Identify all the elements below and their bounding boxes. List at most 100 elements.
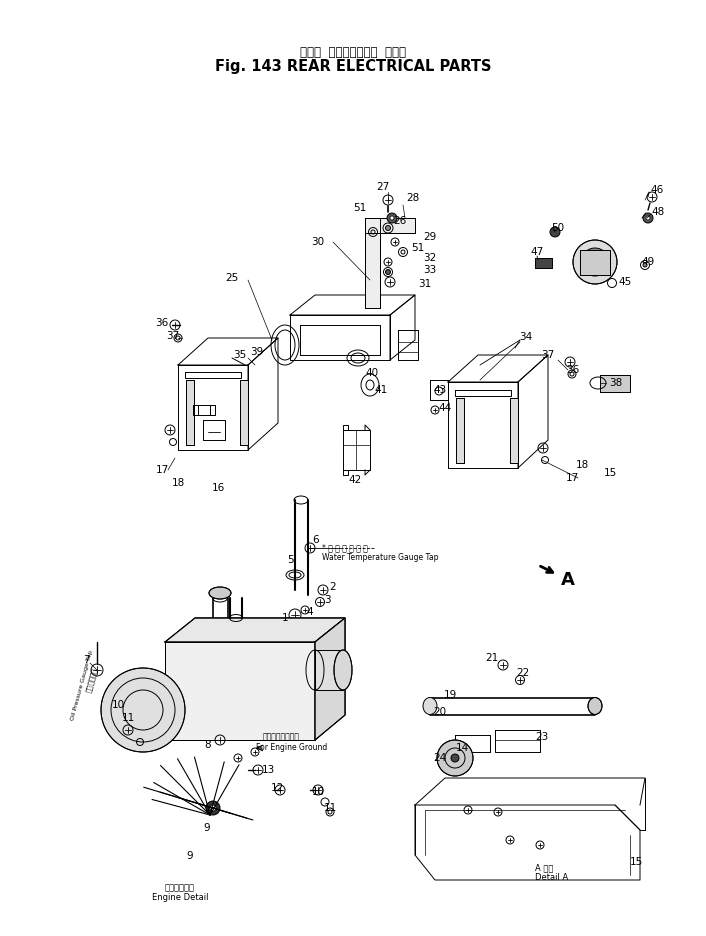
Circle shape xyxy=(581,248,609,276)
Text: 41: 41 xyxy=(374,385,388,395)
Text: 30: 30 xyxy=(311,237,325,247)
Polygon shape xyxy=(510,398,518,463)
Text: 46: 46 xyxy=(650,185,664,195)
Circle shape xyxy=(385,226,390,230)
Text: 17: 17 xyxy=(155,465,169,475)
Text: 27: 27 xyxy=(376,182,390,192)
Text: 2: 2 xyxy=(330,582,336,592)
Text: 20: 20 xyxy=(433,707,447,717)
Ellipse shape xyxy=(588,697,602,714)
Polygon shape xyxy=(580,250,610,275)
Text: 37: 37 xyxy=(167,331,179,341)
Circle shape xyxy=(573,240,617,284)
Text: 15: 15 xyxy=(629,857,642,867)
Text: Engine Detail: Engine Detail xyxy=(152,894,208,902)
Text: 32: 32 xyxy=(424,253,436,263)
Text: 15: 15 xyxy=(604,468,616,478)
Text: 28: 28 xyxy=(407,193,419,203)
Text: 34: 34 xyxy=(520,332,532,342)
Polygon shape xyxy=(165,618,345,642)
Ellipse shape xyxy=(334,650,352,690)
Polygon shape xyxy=(600,375,630,392)
Text: 43: 43 xyxy=(433,385,447,395)
Text: 49: 49 xyxy=(641,257,654,267)
Circle shape xyxy=(437,740,473,776)
Circle shape xyxy=(550,227,560,237)
Text: 7: 7 xyxy=(83,655,90,665)
Text: Water Temperature Gauge Tap: Water Temperature Gauge Tap xyxy=(322,553,438,563)
Text: 48: 48 xyxy=(652,207,664,217)
Text: 40: 40 xyxy=(366,368,378,378)
Text: 39: 39 xyxy=(251,347,263,357)
Text: 42: 42 xyxy=(348,475,361,485)
Text: 5: 5 xyxy=(287,555,294,565)
Text: エンジン詳細: エンジン詳細 xyxy=(165,884,195,893)
Text: 油圧計対出口: 油圧計対出口 xyxy=(85,666,99,694)
Text: エンジンアース用: エンジンアース用 xyxy=(263,733,300,741)
Circle shape xyxy=(587,254,603,270)
Circle shape xyxy=(643,213,653,223)
Text: 37: 37 xyxy=(542,350,555,360)
Text: For Engine Ground: For Engine Ground xyxy=(256,743,328,753)
Text: A 詳細: A 詳細 xyxy=(535,864,554,872)
Text: 36: 36 xyxy=(566,365,580,375)
Polygon shape xyxy=(456,398,464,463)
Circle shape xyxy=(385,270,390,274)
Text: 38: 38 xyxy=(609,378,623,388)
Polygon shape xyxy=(535,258,552,268)
Text: Detail A: Detail A xyxy=(535,873,568,883)
Circle shape xyxy=(451,754,459,762)
Text: 17: 17 xyxy=(566,473,579,483)
Text: 10: 10 xyxy=(311,787,325,797)
Text: 8: 8 xyxy=(205,740,211,750)
Text: 3: 3 xyxy=(323,595,330,605)
Text: A: A xyxy=(561,571,575,589)
Text: 25: 25 xyxy=(225,273,239,283)
Text: 31: 31 xyxy=(419,279,431,289)
Ellipse shape xyxy=(209,587,231,599)
Text: 24: 24 xyxy=(433,753,447,763)
Text: 23: 23 xyxy=(535,732,549,742)
Text: 11: 11 xyxy=(121,713,135,723)
Text: リヤー  エレクトリカル  パーツ: リヤー エレクトリカル パーツ xyxy=(300,46,406,58)
Text: 44: 44 xyxy=(438,403,452,413)
Polygon shape xyxy=(240,380,248,445)
Text: 51: 51 xyxy=(412,243,424,253)
Text: 29: 29 xyxy=(424,232,436,242)
Bar xyxy=(315,650,343,690)
Ellipse shape xyxy=(423,697,437,714)
Text: 26: 26 xyxy=(393,216,407,226)
Text: 35: 35 xyxy=(234,350,246,360)
Text: * 水 温 計 対 出 口: * 水 温 計 対 出 口 xyxy=(322,544,368,552)
Text: 16: 16 xyxy=(211,483,225,493)
Polygon shape xyxy=(365,218,415,233)
Text: 21: 21 xyxy=(486,653,498,663)
Circle shape xyxy=(101,668,185,752)
Text: 18: 18 xyxy=(575,460,589,470)
Polygon shape xyxy=(365,218,380,308)
Text: 50: 50 xyxy=(551,223,565,233)
Text: 6: 6 xyxy=(313,535,319,545)
Circle shape xyxy=(591,258,599,266)
Polygon shape xyxy=(186,380,194,445)
Text: Fig. 143 REAR ELECTRICAL PARTS: Fig. 143 REAR ELECTRICAL PARTS xyxy=(215,58,491,74)
Text: 33: 33 xyxy=(424,265,436,275)
Circle shape xyxy=(387,213,397,223)
Text: 12: 12 xyxy=(270,783,284,793)
Circle shape xyxy=(206,801,220,815)
Text: 36: 36 xyxy=(155,318,169,328)
Text: Oil Pressure Gauge Tap: Oil Pressure Gauge Tap xyxy=(70,650,94,721)
Text: 47: 47 xyxy=(530,247,544,257)
Circle shape xyxy=(390,216,394,220)
Text: 9: 9 xyxy=(204,823,210,833)
Polygon shape xyxy=(315,618,345,740)
Text: 13: 13 xyxy=(261,765,275,775)
Circle shape xyxy=(646,216,650,220)
Polygon shape xyxy=(165,642,315,740)
Text: 1: 1 xyxy=(282,613,288,623)
Text: 4: 4 xyxy=(306,607,313,617)
Text: 19: 19 xyxy=(443,690,457,700)
Text: 10: 10 xyxy=(112,700,124,710)
Text: 11: 11 xyxy=(323,803,337,813)
Text: 18: 18 xyxy=(172,478,185,488)
